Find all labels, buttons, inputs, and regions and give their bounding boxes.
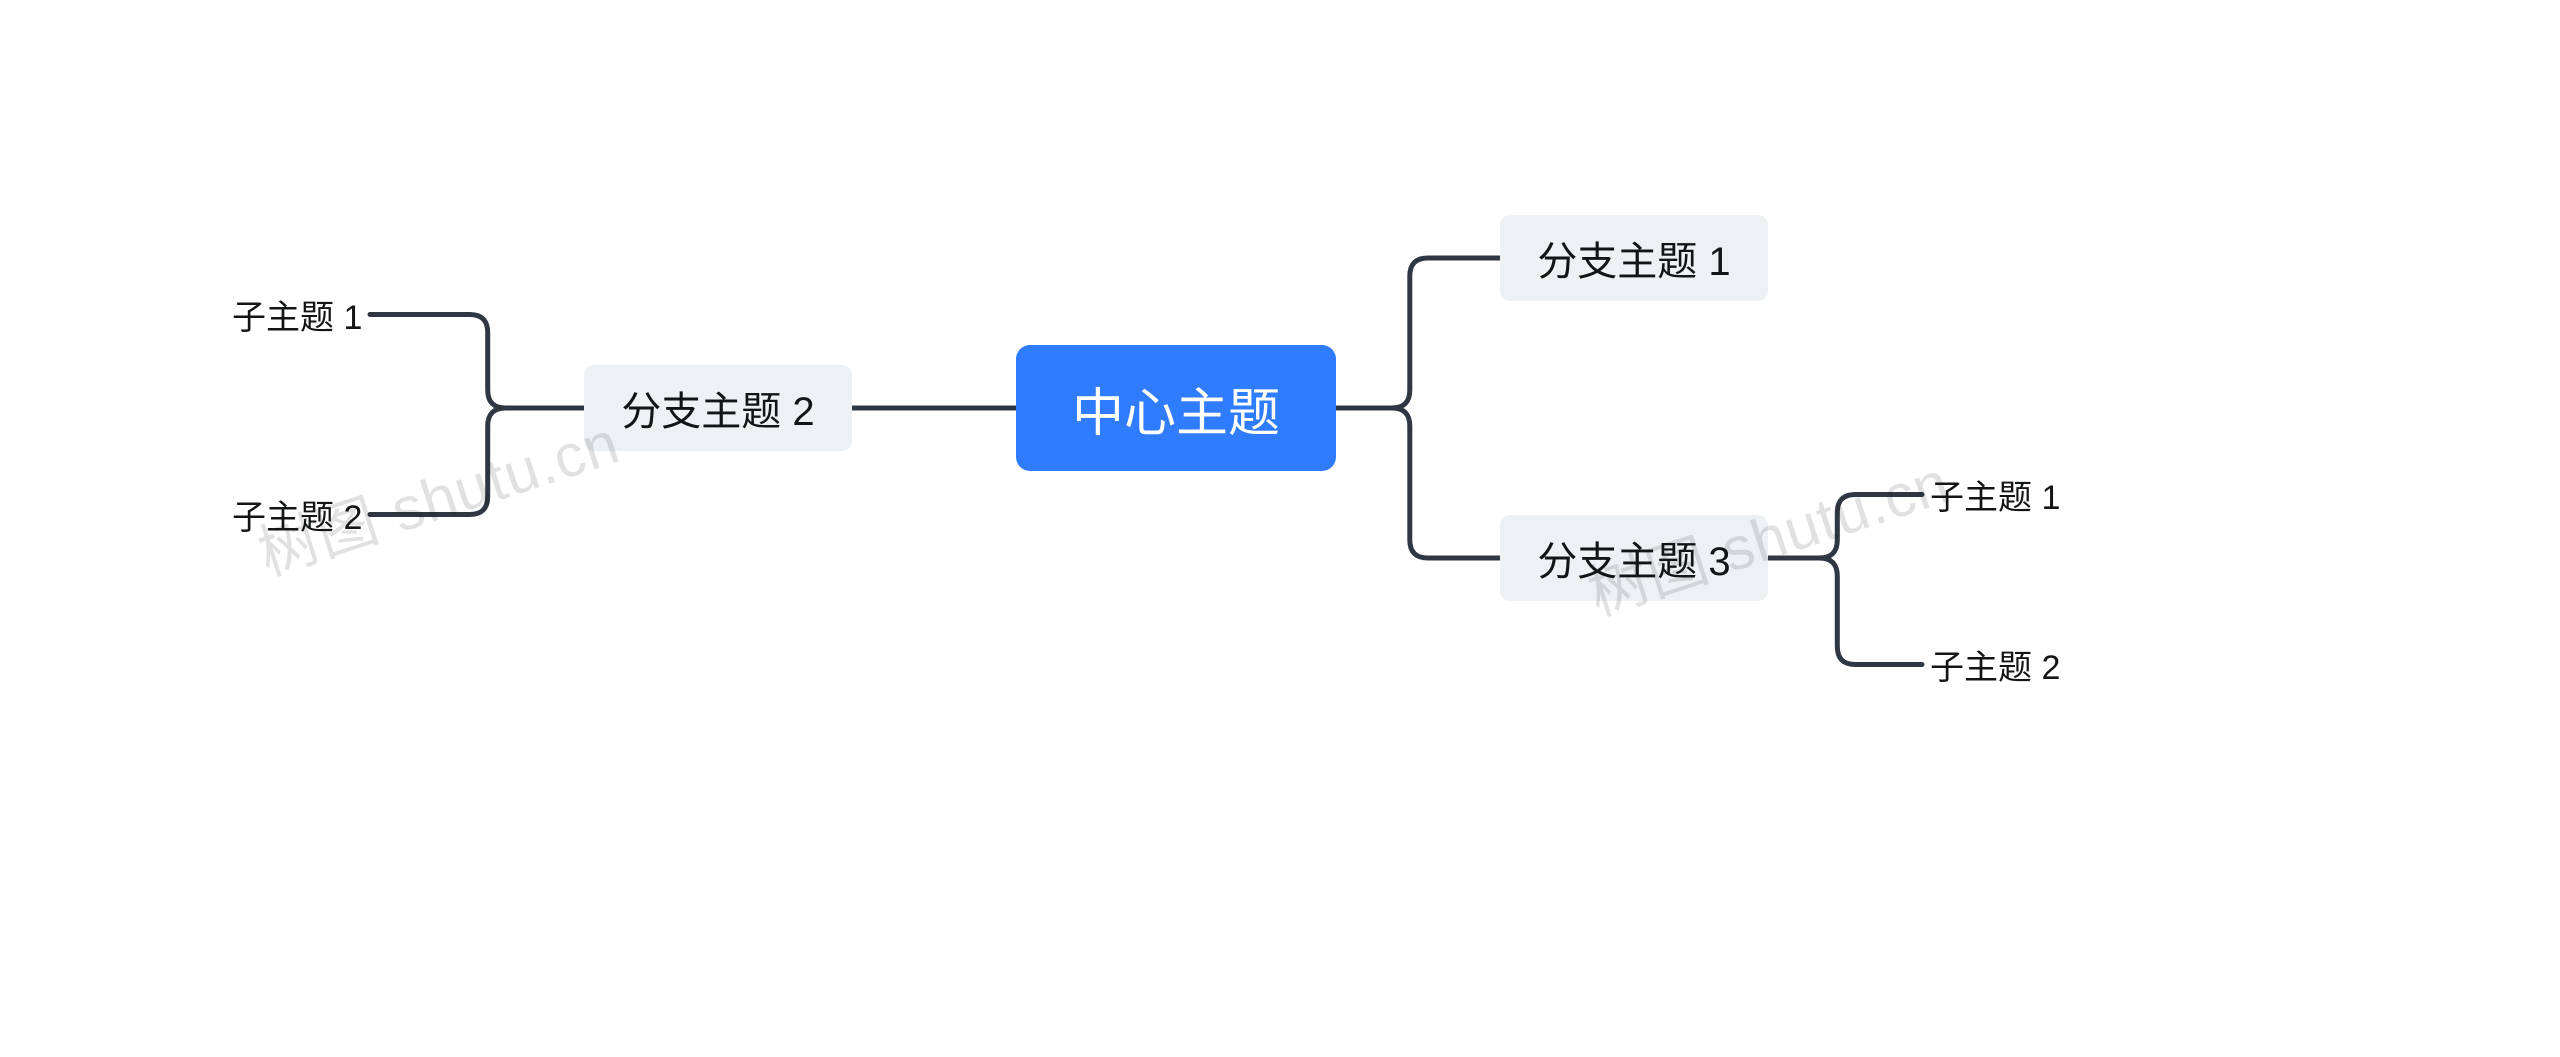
branch-topic-1[interactable]: 分支主题 1 xyxy=(1500,215,1768,301)
subtopic-right-2[interactable]: 子主题 2 xyxy=(1930,640,2060,689)
connectors-layer xyxy=(0,0,2560,1057)
subtopic-left-1[interactable]: 子主题 1 xyxy=(232,290,362,339)
branch-topic-2[interactable]: 分支主题 2 xyxy=(584,365,852,451)
subtopic-left-2[interactable]: 子主题 2 xyxy=(232,490,362,539)
branch-topic-3[interactable]: 分支主题 3 xyxy=(1500,515,1768,601)
center-topic[interactable]: 中心主题 xyxy=(1016,345,1336,471)
mindmap-canvas: 中心主题 分支主题 1 分支主题 3 子主题 1 子主题 2 分支主题 2 子主… xyxy=(0,0,2560,1057)
subtopic-right-1[interactable]: 子主题 1 xyxy=(1930,470,2060,519)
